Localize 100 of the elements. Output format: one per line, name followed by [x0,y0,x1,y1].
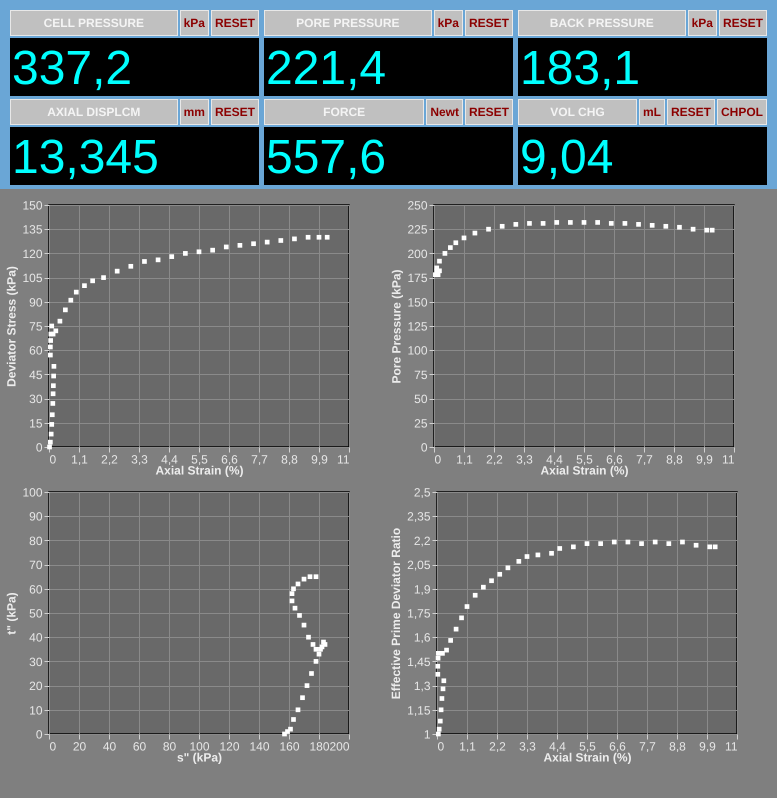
x-tick-label: 1,1 [459,740,476,754]
y-tick-label: 1,3 [414,679,431,694]
text: kPa [438,16,459,30]
point [694,542,698,548]
x-tick-label: 20 [72,740,86,754]
point [472,230,478,236]
point [440,686,446,692]
y-tick-label: 40 [29,630,43,645]
point [710,228,715,233]
y-tick-label: 1,6 [414,630,431,645]
point [48,338,53,343]
point [50,401,56,406]
x-tick-label: 7,7 [639,740,656,754]
text: 13,345 [12,131,159,184]
point [264,240,270,244]
x-tick-label: 8,8 [666,452,684,466]
y-tick-label: 75 [414,368,428,382]
y-tick-label: 1,9 [414,582,431,596]
point [584,541,590,546]
point [156,258,160,262]
point [290,598,294,604]
point [464,604,470,609]
point [68,298,74,303]
y-tick-label: 250 [407,198,428,212]
x-tick-label: 1,1 [71,452,88,466]
point [650,222,655,228]
point [516,559,522,564]
x-tick-label: 11 [722,452,735,466]
y-tick-label: 120 [22,246,43,261]
point [63,308,68,312]
y-tick-label: 125 [407,320,428,334]
point [536,552,540,558]
point [663,224,668,229]
point [292,236,297,242]
text: RESET [722,16,763,30]
point [712,544,718,550]
y-tick-label: 100 [22,486,43,500]
y-tick-label: 50 [29,606,43,620]
y-tick-label: 45 [29,368,43,382]
point [540,221,546,226]
point [652,540,658,544]
point [316,652,322,656]
y-axis-title: Pore Pressure (kPa) [389,269,404,384]
y-tick-label: 2,05 [407,558,431,572]
x-tick-label: 140 [249,740,270,754]
text: 183,1 [520,42,640,95]
point [74,290,79,294]
point [435,664,440,669]
point [435,672,440,677]
point [314,574,318,580]
y-tick-label: 70 [29,558,43,572]
point [622,221,628,226]
point [288,726,293,732]
x-tick-label: 4,4 [161,452,178,466]
point [302,622,306,628]
point [639,541,644,546]
x-tick-label: 60 [132,740,146,754]
y-tick-label: 60 [29,344,43,358]
y-tick-label: 60 [29,582,43,596]
x-tick-label: 3,3 [131,452,148,466]
point [500,224,505,229]
y-tick-label: 1,75 [407,606,431,620]
point [306,234,310,240]
point [448,245,453,250]
y-tick-label: 0 [420,440,428,454]
text: kPa [184,16,205,30]
point [436,656,440,661]
point [251,241,256,246]
point [90,278,95,284]
point [690,226,696,232]
x-tick-label: 180 [309,740,330,754]
x-tick-label: 200 [329,740,350,754]
point [48,432,54,436]
point [497,572,502,577]
point [554,220,560,225]
y-tick-label: 25 [414,416,428,430]
point [290,591,294,596]
point [296,707,300,712]
text: RESET [468,16,509,30]
point [49,422,54,427]
y-tick-label: 135 [22,222,43,237]
point [48,440,53,445]
point [472,592,478,598]
point [304,683,310,688]
y-tick-label: 150 [22,198,43,212]
text: RESET [468,105,509,119]
point [440,696,444,701]
point [666,541,672,546]
point [636,222,641,227]
text: CHPOL [721,105,763,119]
y-tick-label: 150 [407,295,428,310]
point [598,541,603,546]
x-tick-label: 0 [434,452,442,466]
x-tick-label: 6,6 [609,740,626,754]
y-axis-title: t" (kPa) [4,592,18,635]
point [53,328,58,334]
x-tick-label: 2,2 [101,452,118,466]
point [557,546,562,551]
point [309,671,314,676]
point [300,695,305,700]
